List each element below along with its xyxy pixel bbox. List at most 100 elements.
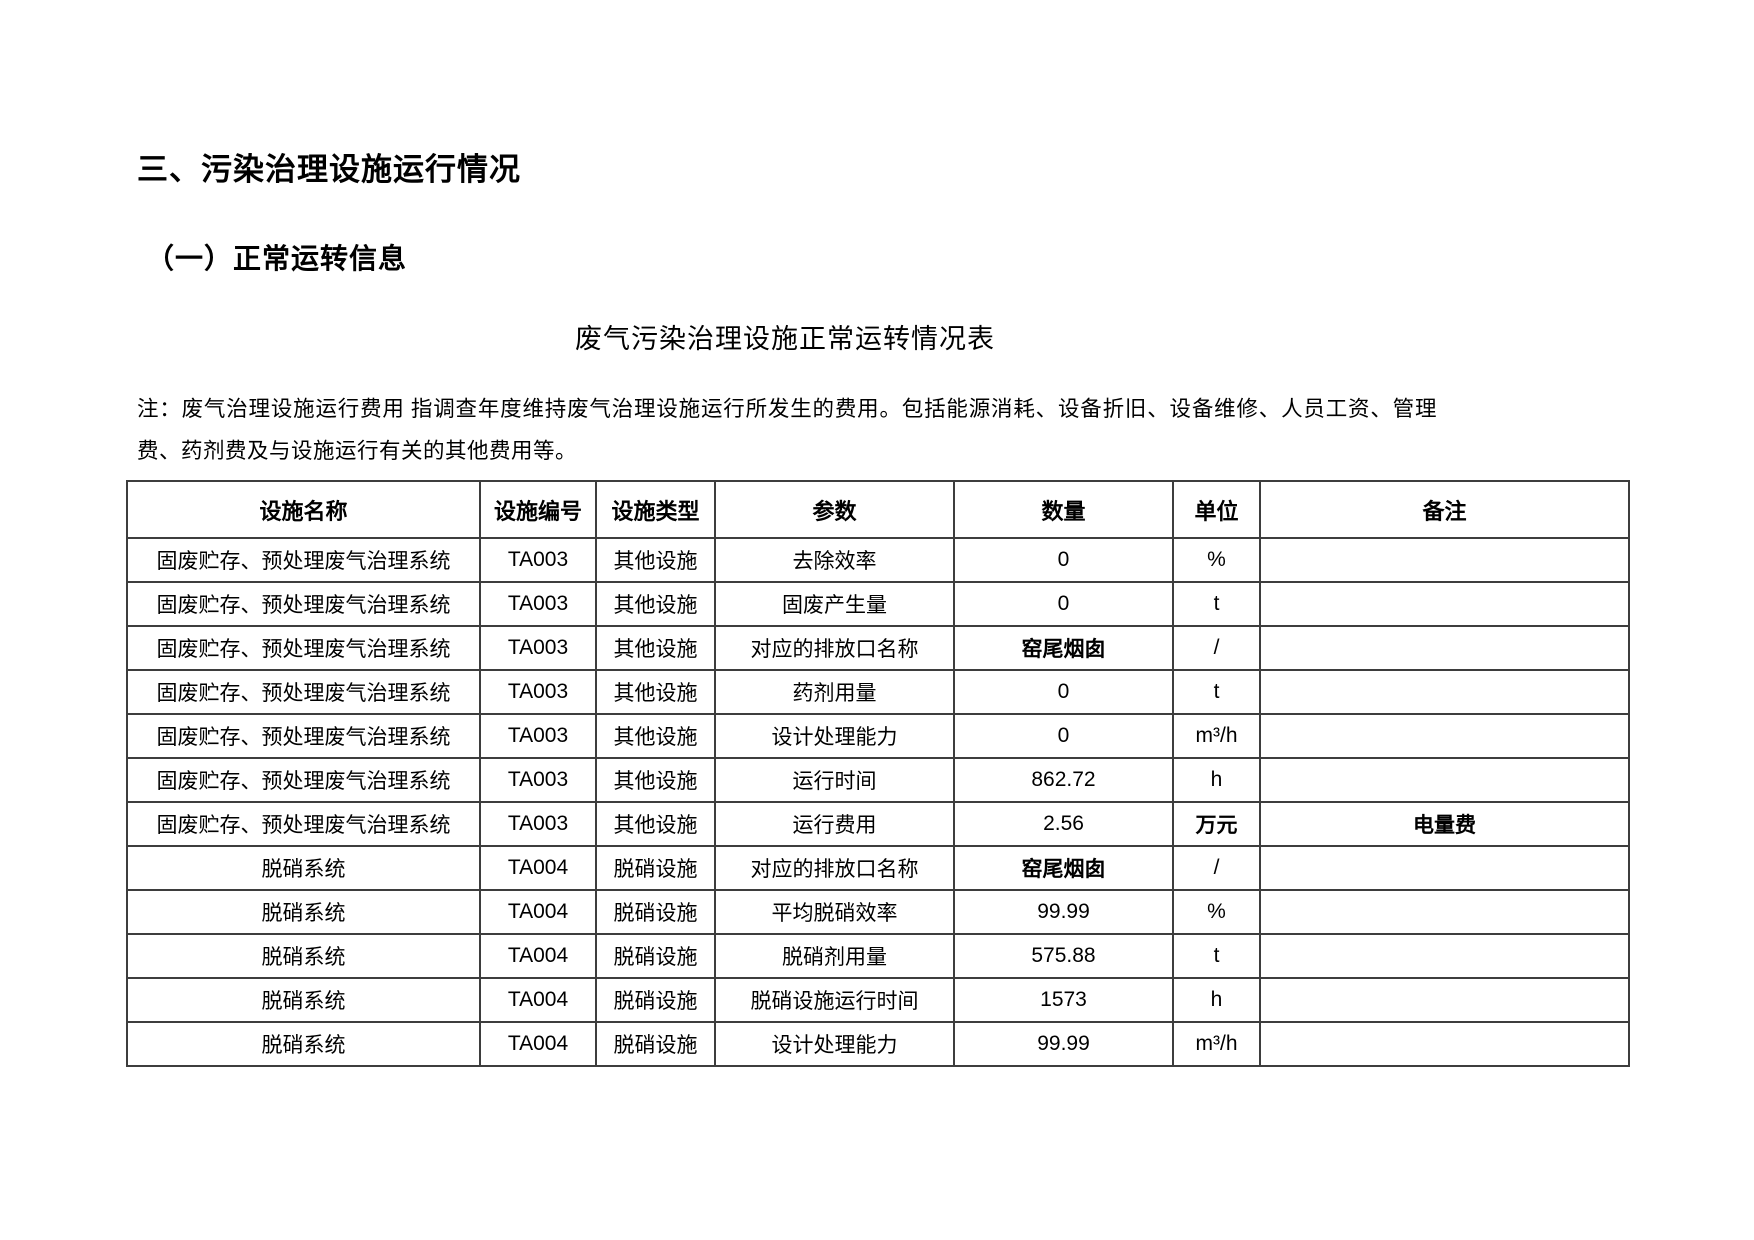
cell-unit: % <box>1172 537 1261 583</box>
header-remark: 备注 <box>1259 480 1630 539</box>
header-facility-name: 设施名称 <box>126 480 481 539</box>
cell-facility-name: 脱硝系统 <box>126 933 481 979</box>
cell-remark <box>1259 933 1630 979</box>
cell-parameter: 对应的排放口名称 <box>714 625 955 671</box>
cell-quantity: 2.56 <box>953 801 1174 847</box>
cell-remark <box>1259 581 1630 627</box>
cell-facility-code: TA004 <box>479 977 597 1023</box>
cell-unit: m³/h <box>1172 1021 1261 1067</box>
cell-unit: t <box>1172 581 1261 627</box>
table-row: 脱硝系统 TA004 脱硝设施 平均脱硝效率 99.99 % <box>126 889 1630 935</box>
cell-facility-type: 其他设施 <box>595 537 716 583</box>
table-row: 脱硝系统 TA004 脱硝设施 对应的排放口名称 窑尾烟囱 / <box>126 845 1630 891</box>
cell-facility-name: 脱硝系统 <box>126 977 481 1023</box>
header-parameter: 参数 <box>714 480 955 539</box>
cell-unit: h <box>1172 977 1261 1023</box>
cell-facility-code: TA003 <box>479 801 597 847</box>
cell-facility-type: 脱硝设施 <box>595 889 716 935</box>
header-facility-type: 设施类型 <box>595 480 716 539</box>
cell-quantity: 99.99 <box>953 889 1174 935</box>
cell-remark <box>1259 1021 1630 1067</box>
cell-remark <box>1259 625 1630 671</box>
cell-facility-code: TA003 <box>479 625 597 671</box>
cell-quantity: 0 <box>953 537 1174 583</box>
cell-facility-code: TA004 <box>479 889 597 935</box>
cell-facility-type: 其他设施 <box>595 669 716 715</box>
cell-remark <box>1259 757 1630 803</box>
cell-remark <box>1259 537 1630 583</box>
cell-parameter: 脱硝设施运行时间 <box>714 977 955 1023</box>
table-row: 脱硝系统 TA004 脱硝设施 设计处理能力 99.99 m³/h <box>126 1021 1630 1067</box>
cell-facility-name: 固废贮存、预处理废气治理系统 <box>126 537 481 583</box>
cell-unit: 万元 <box>1172 801 1261 847</box>
cell-facility-type: 其他设施 <box>595 801 716 847</box>
cell-facility-type: 其他设施 <box>595 581 716 627</box>
cell-parameter: 运行时间 <box>714 757 955 803</box>
cell-facility-name: 脱硝系统 <box>126 1021 481 1067</box>
cell-facility-code: TA003 <box>479 713 597 759</box>
table-row: 固废贮存、预处理废气治理系统 TA003 其他设施 固废产生量 0 t <box>126 581 1630 627</box>
cell-parameter: 运行费用 <box>714 801 955 847</box>
cell-facility-code: TA004 <box>479 1021 597 1067</box>
cell-unit: / <box>1172 845 1261 891</box>
cell-facility-name: 脱硝系统 <box>126 889 481 935</box>
cell-facility-type: 脱硝设施 <box>595 845 716 891</box>
header-facility-code: 设施编号 <box>479 480 597 539</box>
subsection-title: （一）正常运转信息 <box>146 244 408 275</box>
cell-parameter: 平均脱硝效率 <box>714 889 955 935</box>
cell-facility-type: 其他设施 <box>595 625 716 671</box>
cell-parameter: 设计处理能力 <box>714 1021 955 1067</box>
cell-quantity: 1573 <box>953 977 1174 1023</box>
cell-quantity: 0 <box>953 713 1174 759</box>
table-row: 固废贮存、预处理废气治理系统 TA003 其他设施 对应的排放口名称 窑尾烟囱 … <box>126 625 1630 671</box>
cell-unit: m³/h <box>1172 713 1261 759</box>
table-row: 固废贮存、预处理废气治理系统 TA003 其他设施 药剂用量 0 t <box>126 669 1630 715</box>
cell-facility-name: 固废贮存、预处理废气治理系统 <box>126 713 481 759</box>
cell-unit: t <box>1172 933 1261 979</box>
cell-remark <box>1259 889 1630 935</box>
cell-remark <box>1259 669 1630 715</box>
cell-quantity: 0 <box>953 669 1174 715</box>
cell-unit: h <box>1172 757 1261 803</box>
cell-facility-name: 固废贮存、预处理废气治理系统 <box>126 581 481 627</box>
cell-unit: % <box>1172 889 1261 935</box>
cell-quantity: 575.88 <box>953 933 1174 979</box>
section-title: 三、污染治理设施运行情况 <box>137 152 521 187</box>
cell-quantity: 窑尾烟囱 <box>953 625 1174 671</box>
cell-facility-code: TA003 <box>479 757 597 803</box>
table-header-row: 设施名称 设施编号 设施类型 参数 数量 单位 备注 <box>126 480 1630 539</box>
cell-facility-type: 脱硝设施 <box>595 1021 716 1067</box>
cell-facility-name: 固废贮存、预处理废气治理系统 <box>126 801 481 847</box>
cell-quantity: 0 <box>953 581 1174 627</box>
cell-facility-name: 固废贮存、预处理废气治理系统 <box>126 669 481 715</box>
cell-facility-type: 其他设施 <box>595 713 716 759</box>
cell-remark <box>1259 713 1630 759</box>
cell-facility-type: 脱硝设施 <box>595 977 716 1023</box>
operation-status-table: 设施名称 设施编号 设施类型 参数 数量 单位 备注 固废贮存、预处理废气治理系统 TA00… <box>126 480 1630 1067</box>
table-row: 固废贮存、预处理废气治理系统 TA003 其他设施 运行时间 862.72 h <box>126 757 1630 803</box>
cell-facility-name: 固废贮存、预处理废气治理系统 <box>126 757 481 803</box>
cell-facility-code: TA003 <box>479 581 597 627</box>
cell-facility-code: TA004 <box>479 845 597 891</box>
cell-facility-type: 其他设施 <box>595 757 716 803</box>
cell-unit: t <box>1172 669 1261 715</box>
cell-facility-name: 脱硝系统 <box>126 845 481 891</box>
cell-facility-code: TA003 <box>479 537 597 583</box>
cell-remark <box>1259 845 1630 891</box>
header-quantity: 数量 <box>953 480 1174 539</box>
cell-parameter: 药剂用量 <box>714 669 955 715</box>
cell-parameter: 去除效率 <box>714 537 955 583</box>
table-row: 脱硝系统 TA004 脱硝设施 脱硝剂用量 575.88 t <box>126 933 1630 979</box>
table-body: 固废贮存、预处理废气治理系统 TA003 其他设施 去除效率 0 % 固废贮存、… <box>126 537 1630 1067</box>
cell-parameter: 脱硝剂用量 <box>714 933 955 979</box>
cell-quantity: 862.72 <box>953 757 1174 803</box>
table-row: 脱硝系统 TA004 脱硝设施 脱硝设施运行时间 1573 h <box>126 977 1630 1023</box>
cell-facility-code: TA004 <box>479 933 597 979</box>
cell-unit: / <box>1172 625 1261 671</box>
cell-quantity: 窑尾烟囱 <box>953 845 1174 891</box>
cell-remark: 电量费 <box>1259 801 1630 847</box>
cell-remark <box>1259 977 1630 1023</box>
cell-quantity: 99.99 <box>953 1021 1174 1067</box>
cell-facility-name: 固废贮存、预处理废气治理系统 <box>126 625 481 671</box>
